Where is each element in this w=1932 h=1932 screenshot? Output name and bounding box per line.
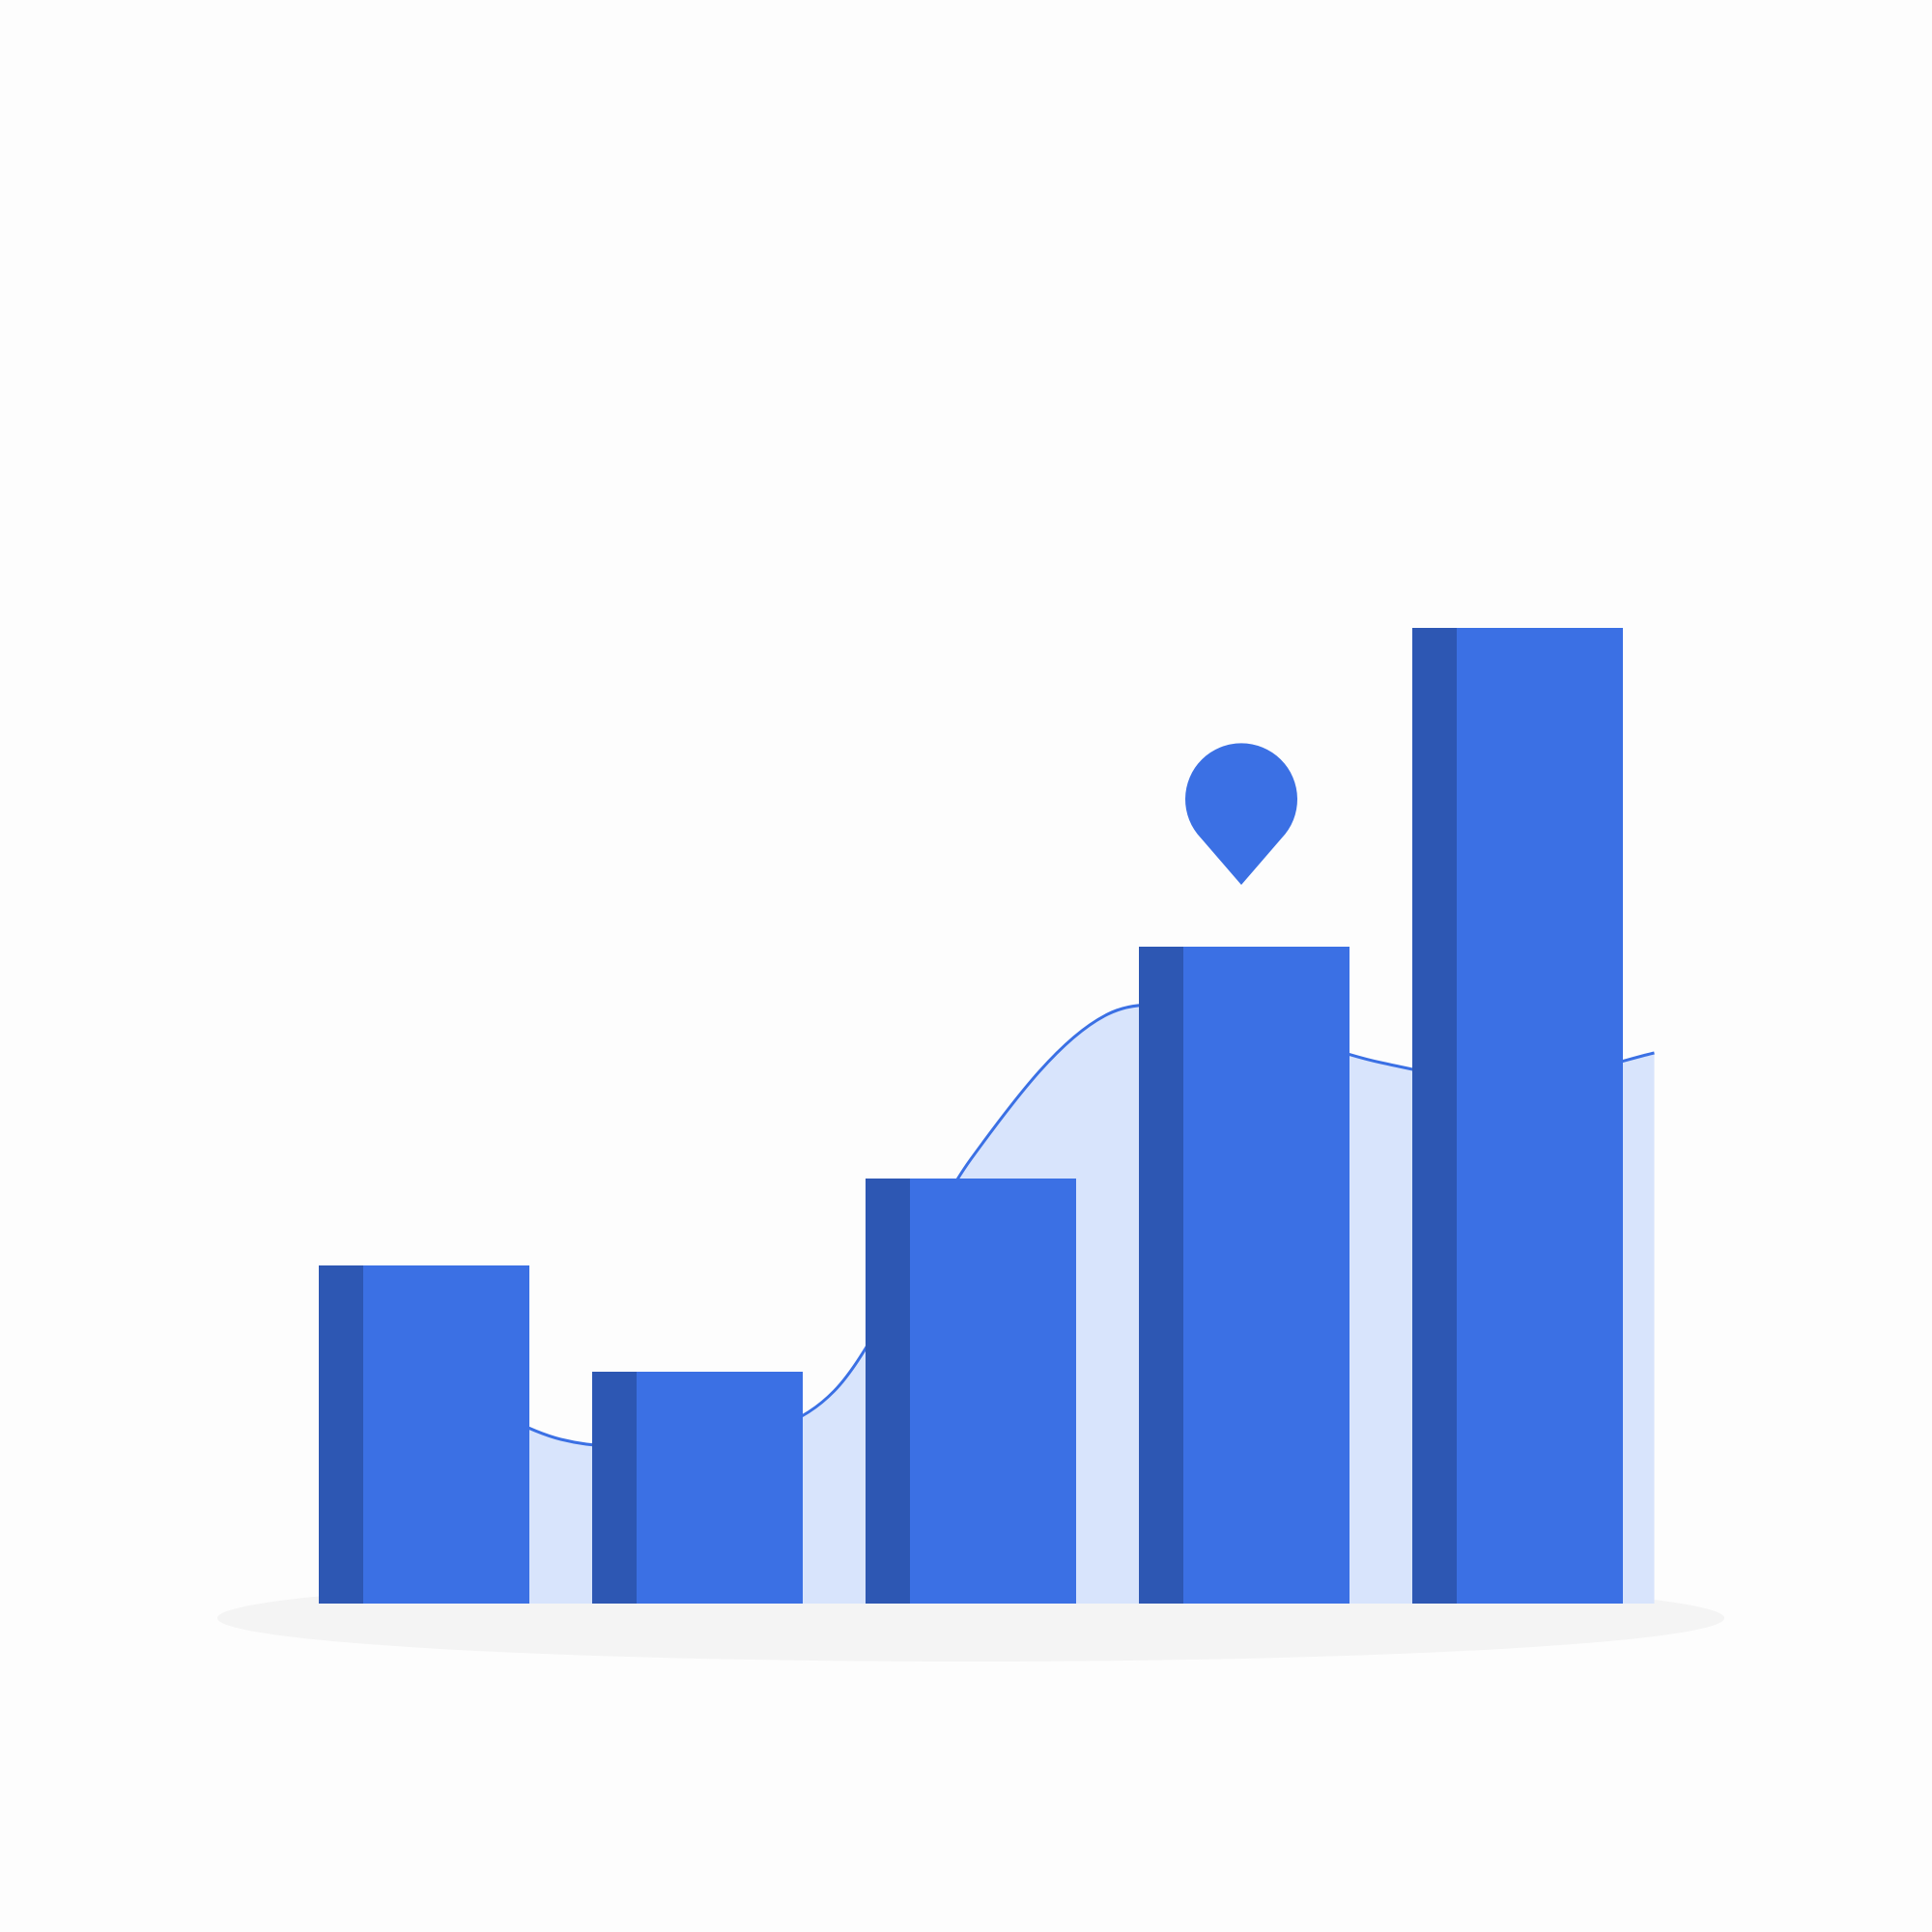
bars: [319, 628, 1623, 1604]
bar-5: [1412, 628, 1623, 1604]
bar-side: [319, 1265, 363, 1604]
bar-side: [1139, 947, 1183, 1604]
bar-1: [319, 1265, 529, 1604]
bar-side: [866, 1179, 910, 1604]
location-pin-icon: [1185, 743, 1297, 885]
marker: [1185, 743, 1297, 885]
bar-2: [592, 1372, 803, 1604]
bar-4: [1139, 947, 1350, 1604]
bar-3: [866, 1179, 1076, 1604]
bar-side: [1412, 628, 1457, 1604]
bar-side: [592, 1372, 637, 1604]
